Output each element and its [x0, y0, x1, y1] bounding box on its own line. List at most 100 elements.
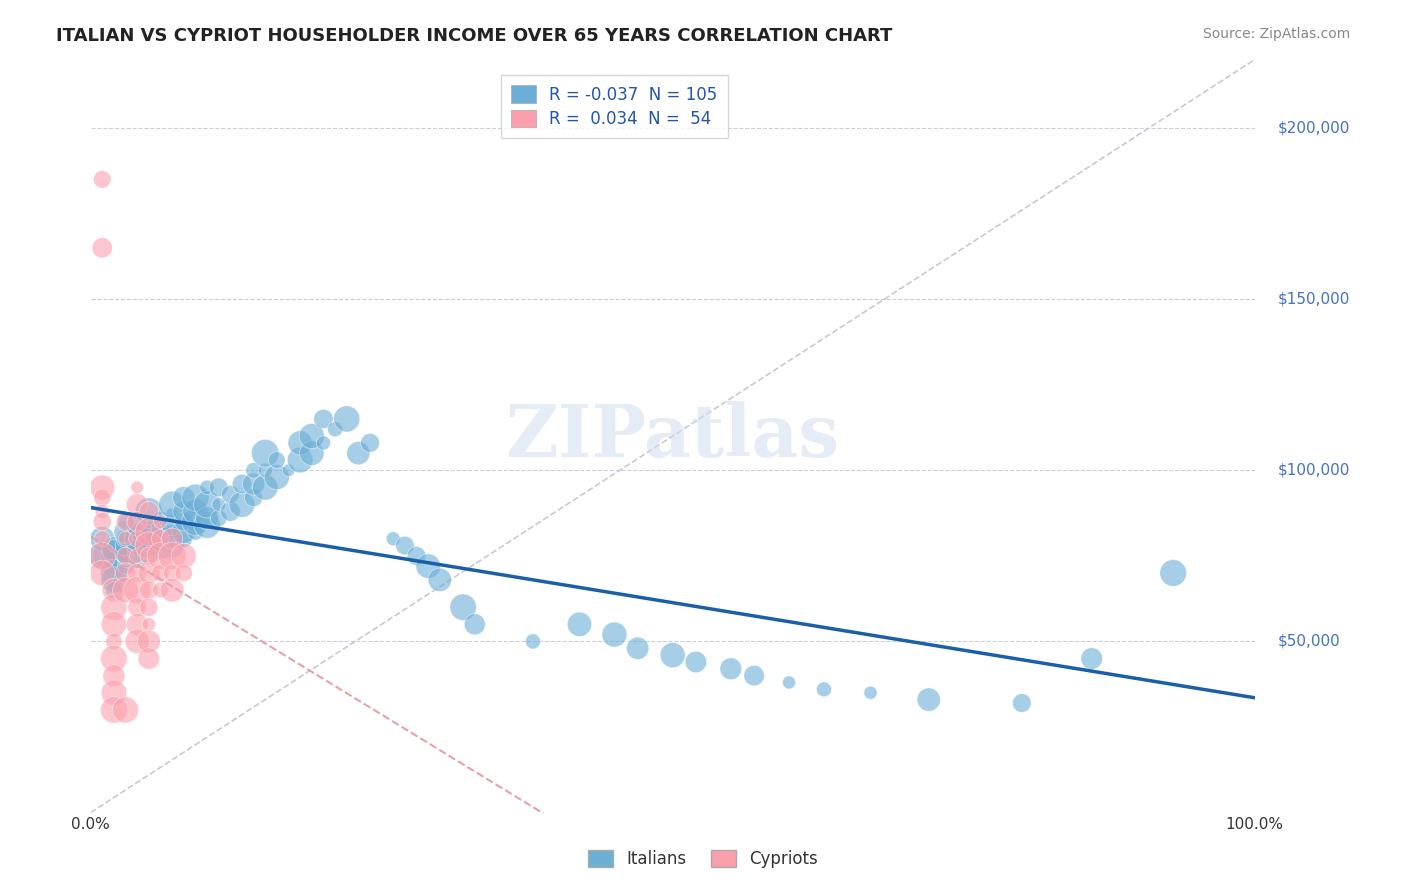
Point: [114, 515, 136, 529]
Point: [114, 532, 136, 546]
Point: [114, 566, 136, 580]
Point: [231, 498, 253, 512]
Point: [127, 549, 149, 563]
Point: [149, 515, 172, 529]
Point: [103, 634, 125, 648]
Point: [627, 641, 650, 656]
Point: [103, 686, 125, 700]
Point: [138, 539, 160, 553]
Point: [138, 504, 160, 518]
Point: [103, 549, 125, 563]
Text: Source: ZipAtlas.com: Source: ZipAtlas.com: [1202, 27, 1350, 41]
Point: [195, 511, 218, 525]
Point: [103, 541, 125, 556]
Point: [242, 491, 264, 505]
Point: [173, 524, 195, 539]
Point: [242, 463, 264, 477]
Point: [603, 627, 626, 641]
Text: ZIPatlas: ZIPatlas: [506, 401, 839, 472]
Point: [323, 422, 346, 436]
Point: [173, 504, 195, 518]
Point: [266, 470, 288, 484]
Point: [149, 521, 172, 535]
Point: [451, 600, 474, 615]
Point: [160, 549, 183, 563]
Point: [114, 583, 136, 598]
Point: [127, 552, 149, 566]
Text: $100,000: $100,000: [1278, 463, 1350, 478]
Point: [127, 566, 149, 580]
Point: [91, 549, 114, 563]
Point: [127, 539, 149, 553]
Point: [127, 498, 149, 512]
Point: [301, 446, 323, 460]
Point: [127, 515, 149, 529]
Point: [127, 532, 149, 546]
Point: [208, 498, 231, 512]
Point: [382, 532, 405, 546]
Point: [91, 480, 114, 494]
Point: [231, 477, 253, 491]
Text: $50,000: $50,000: [1278, 634, 1341, 648]
Point: [91, 491, 114, 505]
Point: [742, 668, 765, 682]
Point: [464, 617, 486, 632]
Point: [103, 573, 125, 587]
Point: [138, 524, 160, 539]
Point: [160, 566, 183, 580]
Point: [418, 559, 440, 574]
Point: [103, 617, 125, 632]
Point: [405, 549, 427, 563]
Point: [277, 463, 299, 477]
Point: [138, 515, 160, 529]
Point: [114, 549, 136, 563]
Point: [103, 556, 125, 570]
Point: [138, 532, 160, 546]
Point: [91, 515, 114, 529]
Point: [149, 549, 172, 563]
Point: [114, 539, 136, 553]
Point: [103, 668, 125, 682]
Point: [661, 648, 683, 662]
Point: [195, 498, 218, 512]
Point: [288, 453, 311, 467]
Point: [312, 412, 335, 426]
Point: [429, 573, 451, 587]
Point: [813, 682, 835, 697]
Point: [138, 651, 160, 665]
Point: [114, 532, 136, 546]
Point: [138, 583, 160, 598]
Point: [103, 600, 125, 615]
Point: [138, 504, 160, 518]
Point: [208, 480, 231, 494]
Point: [160, 518, 183, 533]
Point: [859, 686, 882, 700]
Point: [103, 566, 125, 580]
Point: [173, 532, 195, 546]
Point: [347, 446, 370, 460]
Point: [918, 692, 941, 706]
Point: [1011, 696, 1033, 710]
Point: [91, 532, 114, 546]
Point: [91, 566, 114, 580]
Point: [336, 412, 359, 426]
Point: [138, 539, 160, 553]
Point: [149, 532, 172, 546]
Point: [149, 532, 172, 546]
Point: [184, 515, 207, 529]
Point: [103, 545, 125, 559]
Point: [138, 600, 160, 615]
Point: [114, 545, 136, 559]
Point: [149, 566, 172, 580]
Point: [114, 549, 136, 563]
Point: [127, 617, 149, 632]
Point: [127, 518, 149, 533]
Point: [127, 583, 149, 598]
Point: [91, 549, 114, 563]
Point: [160, 524, 183, 539]
Point: [127, 524, 149, 539]
Point: [184, 504, 207, 518]
Point: [160, 532, 183, 546]
Point: [195, 518, 218, 533]
Text: $200,000: $200,000: [1278, 120, 1350, 136]
